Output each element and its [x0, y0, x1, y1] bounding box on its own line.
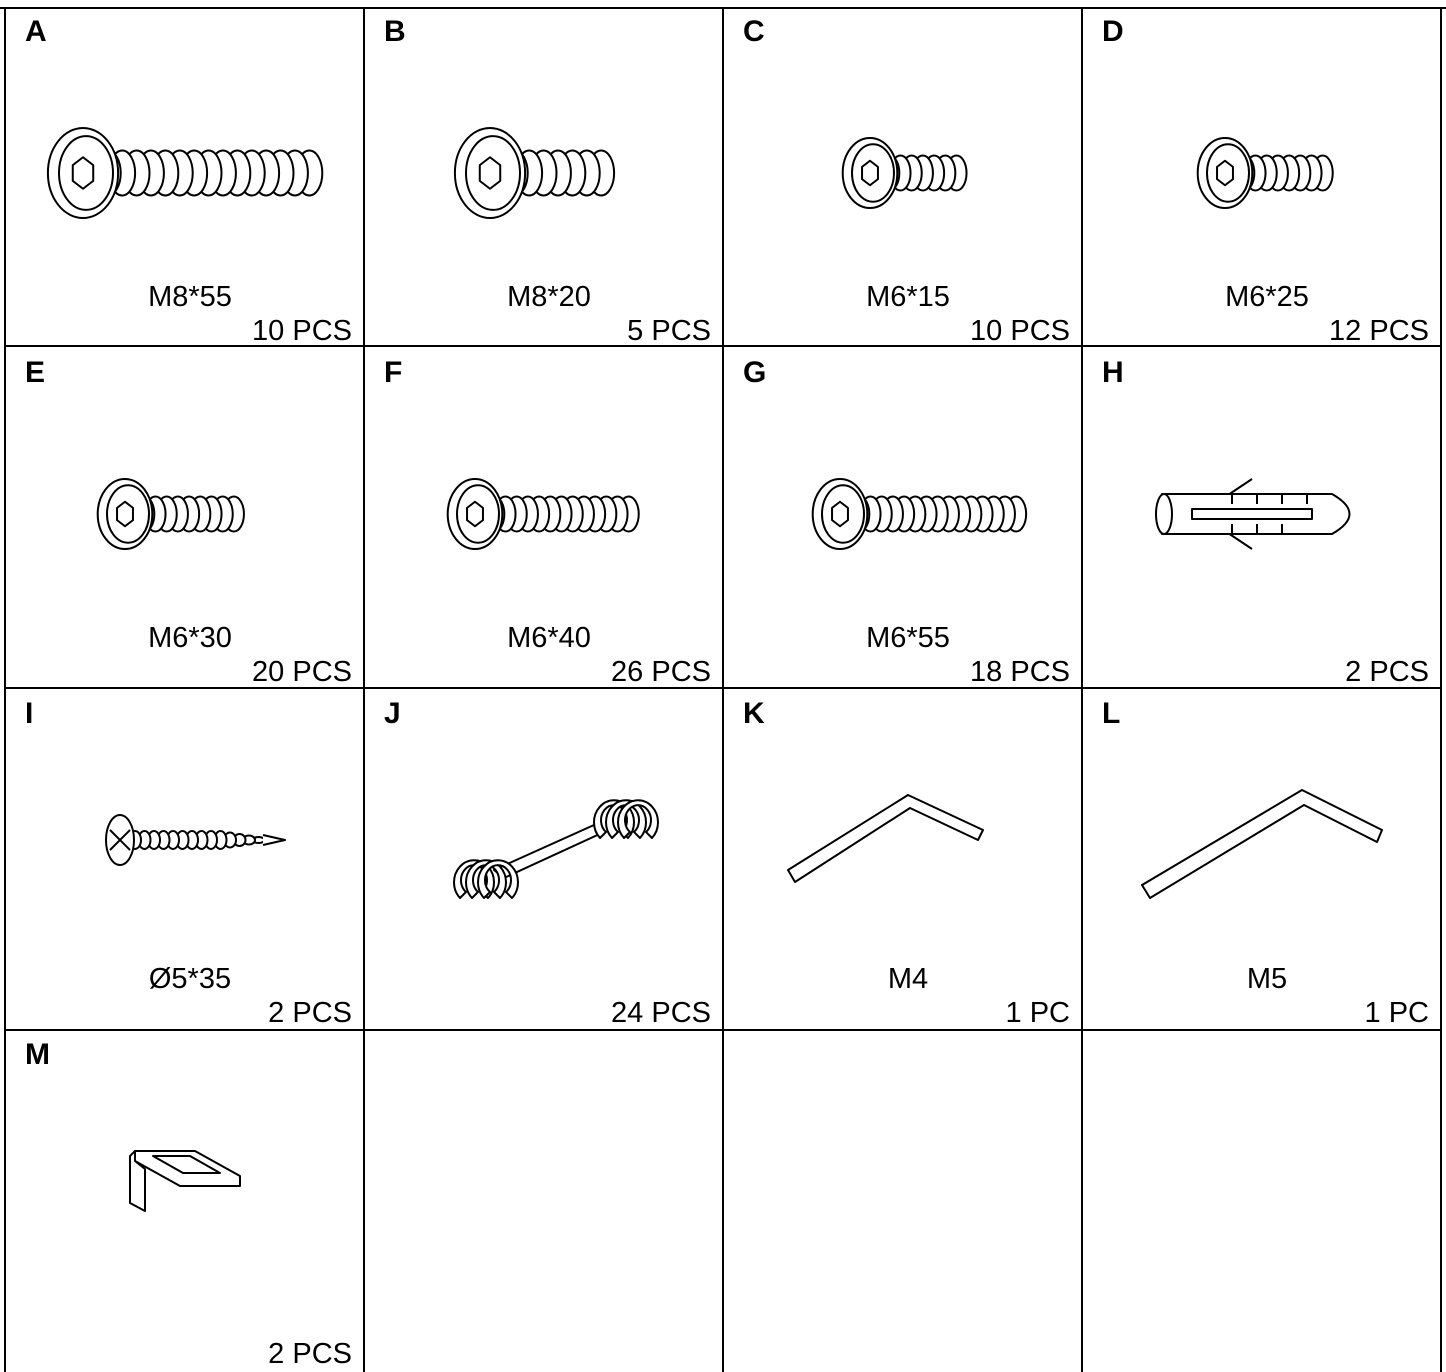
part-size: M8*55 — [148, 281, 232, 313]
part-letter: C — [743, 15, 765, 48]
hex-socket — [478, 156, 502, 190]
hex-socket — [116, 500, 134, 528]
part-icon — [1155, 478, 1351, 550]
part-cell: M 2 PCS — [25, 1038, 352, 1370]
part-cell: A M8*55 10 PCS — [25, 15, 352, 347]
part-cell: C M6*15 10 PCS — [743, 15, 1070, 347]
part-size: M4 — [888, 963, 928, 995]
part-letter: I — [25, 697, 33, 730]
part-letter: J — [384, 697, 401, 730]
part-icon — [46, 127, 324, 219]
part-letter: B — [384, 15, 406, 48]
part-icon — [105, 814, 286, 866]
part-icon — [841, 137, 968, 209]
bracket-slot — [152, 1155, 221, 1174]
part-quantity: 26 PCS — [611, 656, 711, 688]
part-letter: E — [25, 356, 45, 389]
hex-socket — [831, 500, 849, 528]
part-size: M6*30 — [148, 622, 232, 654]
part-letter: G — [743, 356, 766, 389]
part-cell: E M6*30 20 PCS — [25, 356, 352, 688]
part-size: M6*55 — [866, 622, 950, 654]
part-size: M6*15 — [866, 281, 950, 313]
part-cell: L M5 1 PC — [1102, 697, 1429, 1029]
part-cell: B M8*20 5 PCS — [384, 15, 711, 347]
part-size: M8*20 — [507, 281, 591, 313]
part-cell: G M6*55 18 PCS — [743, 356, 1070, 688]
part-quantity: 5 PCS — [627, 315, 711, 347]
connector-ring — [605, 799, 647, 839]
part-letter: M — [25, 1038, 50, 1071]
part-letter: K — [743, 697, 765, 730]
hex-socket — [1216, 159, 1234, 187]
part-quantity: 20 PCS — [252, 656, 352, 688]
part-quantity: 2 PCS — [268, 997, 352, 1029]
part-quantity: 1 PC — [1365, 997, 1429, 1029]
part-icon — [129, 1150, 241, 1212]
part-cell: I Ø5*35 2 PCS — [25, 697, 352, 1029]
part-letter: H — [1102, 356, 1124, 389]
part-letter: D — [1102, 15, 1124, 48]
part-quantity: 2 PCS — [268, 1338, 352, 1370]
part-letter: F — [384, 356, 402, 389]
part-size: M5 — [1247, 963, 1287, 995]
part-size: M6*40 — [507, 622, 591, 654]
connector-ring — [477, 859, 519, 899]
part-cell: J 24 PCS — [384, 697, 711, 1029]
anchor-slot — [1191, 494, 1313, 534]
part-cell: D M6*25 12 PCS — [1102, 15, 1429, 347]
part-icon — [787, 794, 984, 883]
hex-key — [1141, 789, 1383, 899]
part-size: Ø5*35 — [149, 963, 231, 995]
connector-ring — [617, 799, 659, 839]
part-icon — [453, 799, 659, 899]
part-cell: F M6*40 26 PCS — [384, 356, 711, 688]
part-quantity: 18 PCS — [970, 656, 1070, 688]
hex-socket — [71, 156, 95, 190]
screw-tip — [262, 834, 286, 846]
part-letter: L — [1102, 697, 1120, 730]
part-icon — [1196, 137, 1334, 209]
hex-socket — [861, 159, 879, 187]
part-quantity: 10 PCS — [970, 315, 1070, 347]
part-icon — [811, 478, 1028, 550]
anchor-mouth — [1155, 493, 1173, 535]
grid — [0, 7, 1446, 1372]
part-quantity: 1 PC — [1006, 997, 1070, 1029]
phillips — [109, 829, 131, 851]
hex-key — [787, 794, 984, 883]
part-icon — [446, 478, 640, 550]
part-icon — [1141, 789, 1383, 899]
part-cell: K M4 1 PC — [743, 697, 1070, 1029]
part-letter: A — [25, 15, 47, 48]
bracket-leg — [129, 1150, 146, 1212]
part-quantity: 10 PCS — [252, 315, 352, 347]
part-icon — [453, 127, 616, 219]
part-quantity: 2 PCS — [1345, 656, 1429, 688]
part-icon — [96, 478, 245, 550]
hex-socket — [466, 500, 484, 528]
part-size: M6*25 — [1225, 281, 1309, 313]
part-cell: H 2 PCS — [1102, 356, 1429, 688]
part-quantity: 12 PCS — [1329, 315, 1429, 347]
connector-ring — [465, 859, 507, 899]
part-quantity: 24 PCS — [611, 997, 711, 1029]
